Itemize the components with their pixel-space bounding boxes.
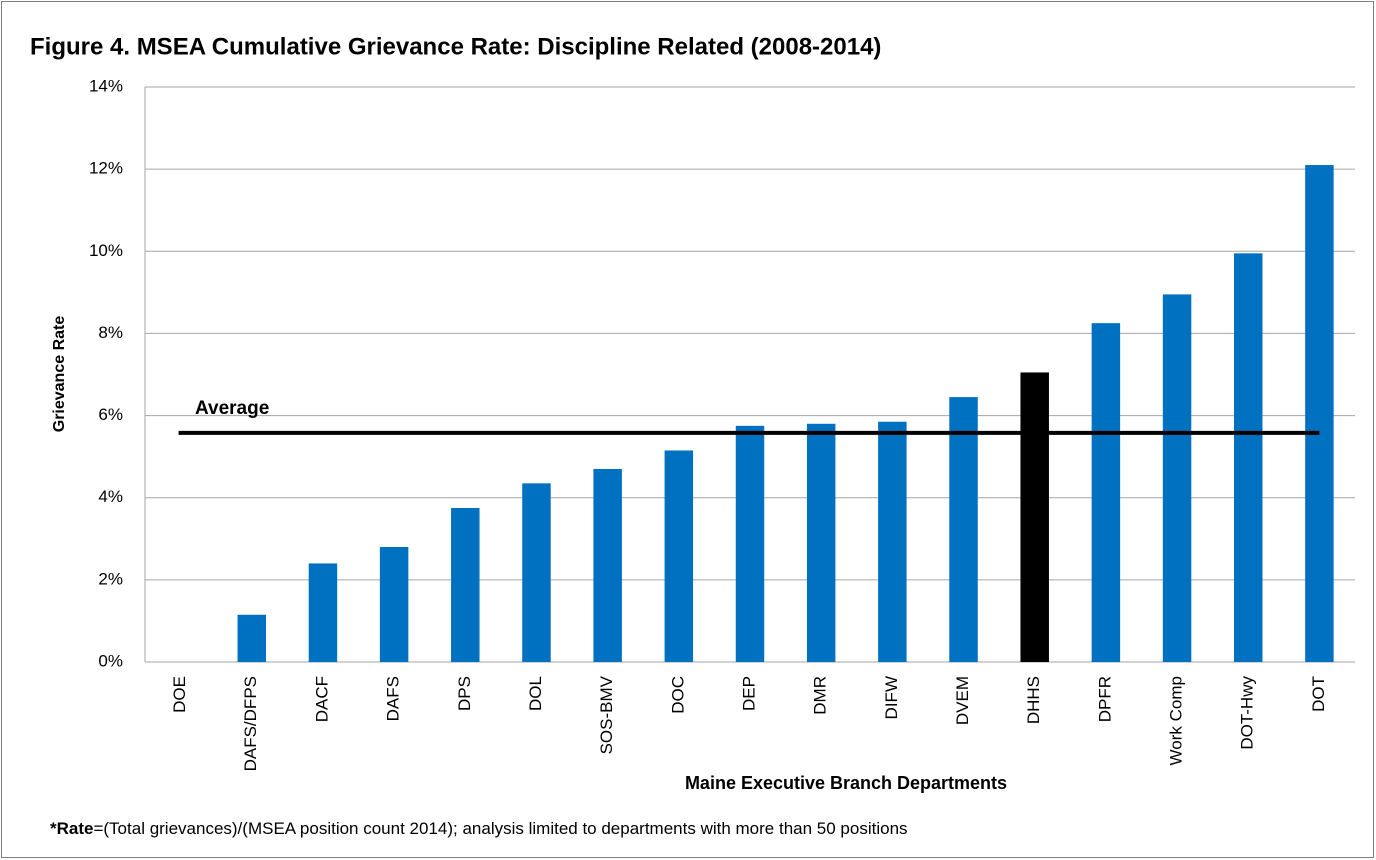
x-tick-label: DIFW bbox=[882, 676, 901, 719]
x-tick-label: DHHS bbox=[1024, 676, 1043, 724]
y-tick-label: 12% bbox=[89, 159, 123, 178]
x-axis-label: Maine Executive Branch Departments bbox=[685, 773, 1007, 793]
bar bbox=[1234, 253, 1263, 662]
bar bbox=[1162, 294, 1192, 662]
chart-title: Figure 4. MSEA Cumulative Grievance Rate… bbox=[30, 33, 881, 60]
y-tick-label: 0% bbox=[98, 651, 123, 670]
bar bbox=[237, 614, 266, 662]
x-tick-label: DOC bbox=[668, 676, 687, 714]
x-tick-label: DAFS bbox=[384, 676, 403, 721]
x-tick-label: DOT-Hwy bbox=[1238, 676, 1257, 750]
x-tick-label: DOT bbox=[1309, 676, 1328, 712]
x-tick-label: DMR bbox=[811, 676, 830, 715]
footnote: *Rate=(Total grievances)/(MSEA position … bbox=[50, 819, 908, 838]
x-tick-label: DOL bbox=[526, 676, 545, 711]
x-tick-label: DACF bbox=[312, 676, 331, 722]
bar bbox=[451, 507, 480, 662]
x-tick-label: DOE bbox=[170, 676, 189, 713]
x-tick-label: DVEM bbox=[953, 676, 972, 725]
bar bbox=[1020, 372, 1049, 662]
x-tick-label: Work Comp bbox=[1167, 676, 1186, 765]
footnote-text: =(Total grievances)/(MSEA position count… bbox=[93, 819, 907, 838]
bar bbox=[308, 563, 338, 662]
y-tick-label: 4% bbox=[98, 487, 123, 506]
y-tick-label: 2% bbox=[98, 569, 123, 588]
bar bbox=[1305, 165, 1334, 663]
average-label: Average bbox=[195, 398, 269, 419]
bar bbox=[878, 421, 907, 662]
x-tick-label: DPFR bbox=[1095, 676, 1114, 722]
x-tick-label: DAFS/DFPS bbox=[241, 676, 260, 771]
y-tick-label: 8% bbox=[98, 323, 123, 342]
bar bbox=[1091, 323, 1121, 662]
x-tick-label: SOS-BMV bbox=[597, 675, 616, 754]
footnote-lead: *Rate bbox=[50, 819, 93, 838]
bar bbox=[379, 547, 409, 662]
y-tick-label: 10% bbox=[89, 241, 123, 260]
bar bbox=[806, 423, 836, 662]
bar bbox=[664, 450, 694, 662]
y-axis-label: Grievance Rate bbox=[51, 316, 68, 433]
bar bbox=[593, 468, 622, 662]
bar bbox=[522, 483, 551, 662]
y-tick-label: 14% bbox=[89, 76, 123, 95]
x-tick-label: DEP bbox=[739, 676, 758, 711]
bar bbox=[735, 425, 765, 662]
bar bbox=[949, 397, 978, 662]
x-tick-label: DPS bbox=[455, 676, 474, 711]
y-tick-label: 6% bbox=[98, 405, 123, 424]
